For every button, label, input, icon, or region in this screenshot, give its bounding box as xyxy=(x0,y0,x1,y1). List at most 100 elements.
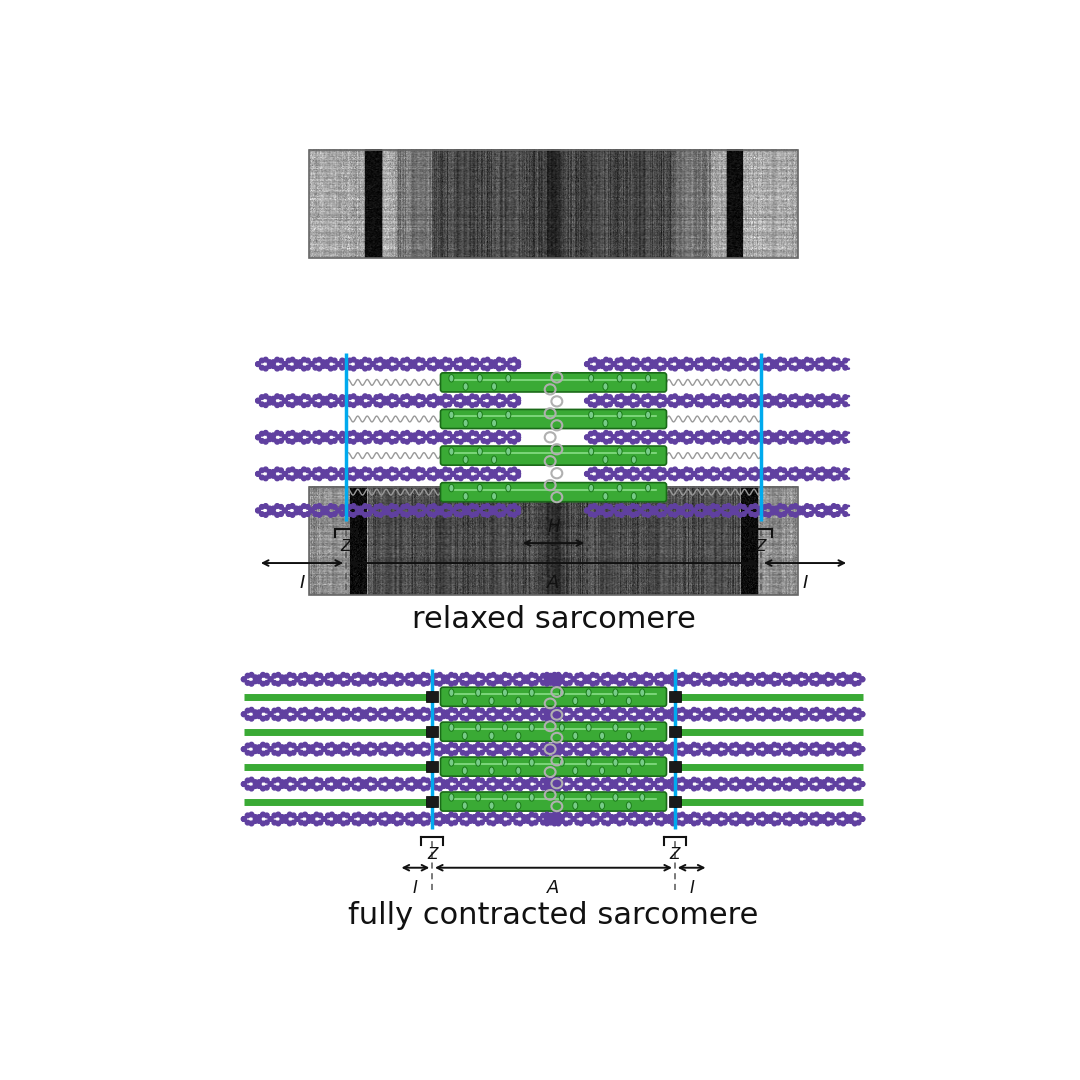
Circle shape xyxy=(552,748,557,754)
Circle shape xyxy=(759,472,764,476)
FancyBboxPatch shape xyxy=(441,483,666,502)
Circle shape xyxy=(623,510,627,515)
Circle shape xyxy=(638,362,643,366)
Circle shape xyxy=(723,779,727,783)
Circle shape xyxy=(499,814,503,820)
Circle shape xyxy=(495,780,500,784)
Circle shape xyxy=(703,680,707,685)
Circle shape xyxy=(409,752,415,756)
Circle shape xyxy=(774,364,779,368)
Circle shape xyxy=(696,431,700,436)
Circle shape xyxy=(256,399,260,403)
Circle shape xyxy=(767,467,771,472)
Circle shape xyxy=(245,680,249,685)
Circle shape xyxy=(334,675,338,679)
Circle shape xyxy=(372,785,376,789)
Circle shape xyxy=(718,399,724,403)
Circle shape xyxy=(445,814,449,820)
Circle shape xyxy=(757,751,761,755)
Circle shape xyxy=(295,746,300,752)
Circle shape xyxy=(592,503,597,509)
Circle shape xyxy=(526,710,530,715)
Circle shape xyxy=(633,707,637,712)
Circle shape xyxy=(592,357,597,362)
Circle shape xyxy=(275,821,281,826)
Circle shape xyxy=(768,780,773,784)
Circle shape xyxy=(814,778,819,782)
Circle shape xyxy=(464,752,469,756)
Circle shape xyxy=(482,475,486,480)
Circle shape xyxy=(309,399,314,403)
Circle shape xyxy=(340,475,345,480)
Circle shape xyxy=(397,362,402,366)
Circle shape xyxy=(529,786,534,791)
Circle shape xyxy=(449,673,454,677)
Circle shape xyxy=(586,748,591,754)
Circle shape xyxy=(437,681,442,686)
Circle shape xyxy=(785,362,791,366)
Circle shape xyxy=(835,431,840,436)
Circle shape xyxy=(742,468,746,473)
Circle shape xyxy=(673,394,677,399)
Circle shape xyxy=(658,403,662,407)
Circle shape xyxy=(640,745,645,750)
Circle shape xyxy=(606,716,610,721)
Circle shape xyxy=(424,472,429,476)
Circle shape xyxy=(680,812,685,816)
Circle shape xyxy=(356,707,361,712)
Circle shape xyxy=(757,715,761,720)
Circle shape xyxy=(651,782,657,786)
Circle shape xyxy=(433,715,438,720)
Circle shape xyxy=(514,820,518,825)
Circle shape xyxy=(265,785,269,789)
Circle shape xyxy=(383,742,388,747)
Circle shape xyxy=(376,712,380,716)
Circle shape xyxy=(552,681,557,686)
Circle shape xyxy=(275,812,281,816)
Circle shape xyxy=(287,778,292,782)
Circle shape xyxy=(626,510,632,515)
Circle shape xyxy=(390,476,394,481)
Circle shape xyxy=(768,819,773,823)
Circle shape xyxy=(745,821,750,826)
Circle shape xyxy=(306,365,310,370)
Circle shape xyxy=(328,476,333,481)
Circle shape xyxy=(691,681,697,686)
Circle shape xyxy=(366,431,372,436)
Circle shape xyxy=(359,433,364,437)
Circle shape xyxy=(313,438,318,443)
Circle shape xyxy=(567,674,572,678)
Circle shape xyxy=(279,431,283,436)
Circle shape xyxy=(286,475,291,480)
Circle shape xyxy=(738,513,742,517)
Ellipse shape xyxy=(626,732,632,740)
Circle shape xyxy=(489,364,494,368)
Circle shape xyxy=(437,707,442,712)
Circle shape xyxy=(772,812,777,816)
Circle shape xyxy=(742,365,746,370)
Ellipse shape xyxy=(599,697,605,704)
Circle shape xyxy=(762,504,767,510)
Circle shape xyxy=(852,786,858,791)
Circle shape xyxy=(491,681,496,686)
Text: relaxed sarcomere: relaxed sarcomere xyxy=(411,605,696,634)
Circle shape xyxy=(295,712,300,716)
Circle shape xyxy=(549,751,553,755)
Circle shape xyxy=(611,472,616,476)
Circle shape xyxy=(594,820,599,825)
Ellipse shape xyxy=(572,767,578,774)
Circle shape xyxy=(274,476,280,481)
Circle shape xyxy=(852,716,858,721)
Circle shape xyxy=(738,710,742,715)
Circle shape xyxy=(556,812,561,816)
Circle shape xyxy=(549,779,553,783)
Circle shape xyxy=(376,677,380,681)
Circle shape xyxy=(611,435,616,440)
Circle shape xyxy=(841,707,846,712)
Circle shape xyxy=(408,437,414,442)
Circle shape xyxy=(829,743,834,747)
Circle shape xyxy=(249,812,254,816)
Circle shape xyxy=(433,743,438,747)
Circle shape xyxy=(616,402,620,406)
Circle shape xyxy=(616,475,620,480)
